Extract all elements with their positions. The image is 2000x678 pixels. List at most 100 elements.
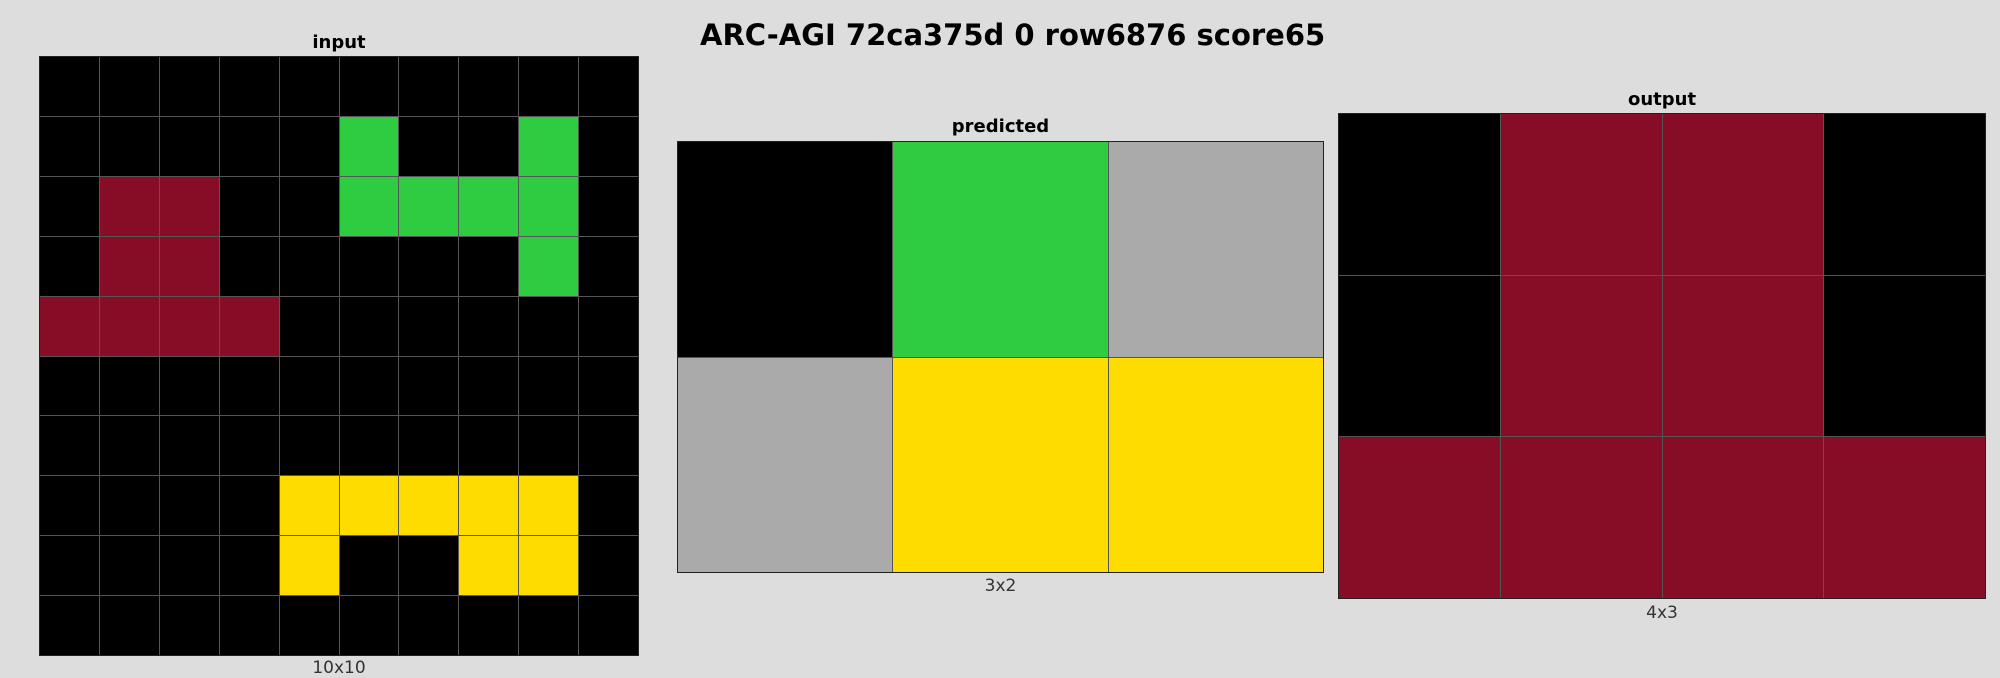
input-cell	[219, 116, 279, 176]
input-cell	[219, 476, 279, 536]
input-cell	[339, 596, 399, 655]
input-cell	[459, 356, 519, 416]
input-cell	[219, 296, 279, 356]
input-cell	[40, 476, 99, 536]
predicted-cell	[893, 357, 1108, 572]
input-cell	[159, 176, 219, 236]
input-cell	[279, 476, 339, 536]
input-cell	[279, 236, 339, 296]
input-cell	[219, 176, 279, 236]
input-cell	[339, 416, 399, 476]
input-cell	[399, 536, 459, 596]
input-cell	[339, 536, 399, 596]
input-cell	[519, 296, 579, 356]
input-cell	[159, 596, 219, 655]
output-cell	[1339, 114, 1500, 275]
input-cell	[159, 536, 219, 596]
output-cell	[1662, 275, 1824, 437]
output-cell	[1339, 437, 1500, 598]
input-cell	[40, 416, 99, 476]
input-cell	[399, 356, 459, 416]
predicted-cell	[1108, 357, 1323, 572]
input-cell	[519, 57, 579, 116]
input-cell	[519, 356, 579, 416]
predicted-cell	[678, 357, 893, 572]
input-cell	[579, 356, 638, 416]
input-cell	[219, 536, 279, 596]
input-cell	[219, 356, 279, 416]
output-cell	[1500, 275, 1662, 437]
input-cell	[519, 536, 579, 596]
input-cell	[459, 57, 519, 116]
input-cell	[99, 57, 159, 116]
input-cell	[399, 236, 459, 296]
input-cell	[159, 416, 219, 476]
input-cell	[40, 596, 99, 655]
input-cell	[99, 116, 159, 176]
input-cell	[579, 236, 638, 296]
input-cell	[99, 596, 159, 655]
input-cell	[219, 416, 279, 476]
input-cell	[279, 416, 339, 476]
input-cell	[159, 356, 219, 416]
input-grid	[39, 56, 639, 656]
input-cell	[279, 176, 339, 236]
input-cell	[459, 596, 519, 655]
predicted-cell	[1108, 142, 1323, 357]
output-grid	[1338, 113, 1986, 599]
predicted-cell	[893, 142, 1108, 357]
predicted-cell	[678, 142, 893, 357]
input-cell	[219, 236, 279, 296]
output-cell	[1824, 114, 1985, 275]
output-cell	[1824, 437, 1985, 598]
output-cell	[1500, 114, 1662, 275]
predicted-grid	[677, 141, 1324, 573]
input-cell	[99, 296, 159, 356]
input-cell	[40, 356, 99, 416]
input-dims: 10x10	[312, 658, 366, 678]
input-cell	[99, 416, 159, 476]
input-cell	[40, 176, 99, 236]
input-cell	[159, 57, 219, 116]
input-cell	[159, 476, 219, 536]
input-cell	[40, 57, 99, 116]
input-cell	[519, 416, 579, 476]
output-cell	[1339, 275, 1500, 437]
output-label: output	[1627, 89, 1697, 110]
input-cell	[279, 57, 339, 116]
input-cell	[219, 57, 279, 116]
input-cell	[40, 116, 99, 176]
input-cell	[399, 116, 459, 176]
input-cell	[459, 116, 519, 176]
predicted-dims: 3x2	[984, 576, 1017, 596]
output-cell	[1662, 437, 1824, 598]
output-cell	[1500, 437, 1662, 598]
input-cell	[399, 296, 459, 356]
input-cell	[579, 57, 638, 116]
output-dims: 4x3	[1646, 603, 1678, 623]
input-cell	[339, 356, 399, 416]
input-cell	[519, 476, 579, 536]
output-cell	[1824, 275, 1985, 437]
input-cell	[579, 596, 638, 655]
input-cell	[519, 176, 579, 236]
input-cell	[279, 296, 339, 356]
input-cell	[399, 476, 459, 536]
input-cell	[99, 356, 159, 416]
input-cell	[519, 116, 579, 176]
input-cell	[459, 476, 519, 536]
input-cell	[219, 596, 279, 655]
input-cell	[459, 296, 519, 356]
input-cell	[459, 176, 519, 236]
input-cell	[339, 176, 399, 236]
page-title: ARC-AGI 72ca375d 0 row6876 score65	[700, 18, 1326, 52]
input-cell	[579, 296, 638, 356]
input-cell	[279, 536, 339, 596]
input-cell	[579, 416, 638, 476]
input-cell	[399, 176, 459, 236]
input-cell	[579, 536, 638, 596]
input-cell	[459, 236, 519, 296]
input-cell	[579, 176, 638, 236]
input-cell	[459, 536, 519, 596]
input-cell	[339, 116, 399, 176]
